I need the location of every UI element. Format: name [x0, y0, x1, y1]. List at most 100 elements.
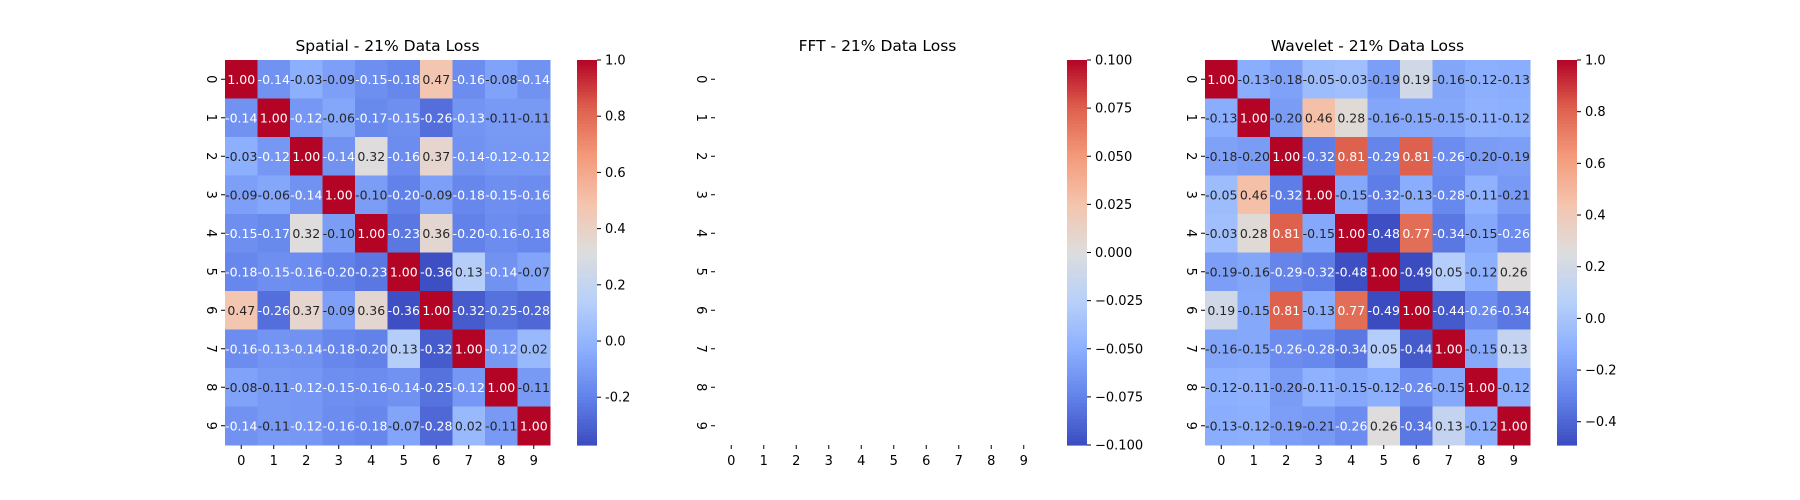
heatmap-cell — [322, 137, 356, 176]
cell-value-label: 0.05 — [1435, 264, 1463, 279]
colorbar-segment — [1557, 159, 1577, 164]
colorbar-segment — [1067, 384, 1087, 388]
heatmap-cell — [1465, 329, 1498, 369]
colorbar-segment — [1557, 281, 1577, 286]
cell-value-label: -0.11 — [258, 418, 290, 433]
heatmap-cell — [290, 214, 323, 253]
y-tick-label: 4 — [693, 229, 708, 237]
colorbar-segment — [577, 380, 597, 385]
colorbar-segment — [1067, 242, 1087, 247]
colorbar-segment — [577, 345, 597, 350]
y-tick-label: 6 — [203, 306, 218, 314]
y-tick-label: 4 — [1183, 229, 1198, 237]
cell-value-label: -0.13 — [1498, 72, 1530, 87]
colorbar-segment — [577, 400, 597, 404]
cell-value-label: 0.13 — [390, 341, 418, 356]
colorbar-segment — [1557, 156, 1577, 161]
colorbar-segment — [1557, 246, 1577, 250]
heatmap-cell — [322, 98, 356, 138]
heatmap-cell — [290, 60, 323, 99]
cell-value-label: -0.12 — [1465, 264, 1497, 279]
colorbar-segment — [577, 207, 597, 212]
cell-value-label: 0.02 — [520, 341, 548, 356]
colorbar-segment — [1067, 371, 1087, 376]
y-tick-label: 4 — [203, 229, 218, 237]
heatmap-cell — [1237, 368, 1271, 407]
colorbar-segment — [1557, 233, 1577, 238]
cell-value-label: 0.28 — [1240, 226, 1268, 241]
colorbar-segment — [577, 117, 597, 122]
heatmap-cell — [1335, 368, 1368, 407]
colorbar-segment — [1067, 143, 1087, 148]
cell-value-label: 0.13 — [1500, 341, 1528, 356]
cell-value-label: -0.23 — [355, 264, 387, 279]
cell-value-label: -0.12 — [518, 149, 550, 164]
heatmap-cell — [1335, 291, 1368, 330]
colorbar-segment — [1067, 223, 1087, 228]
cell-value-label: -0.34 — [1433, 226, 1465, 241]
colorbar-segment — [1557, 425, 1577, 430]
heatmap-cell — [420, 98, 453, 138]
colorbar-segment — [1557, 249, 1577, 254]
colorbar-segment — [577, 214, 597, 218]
cell-value-label: -0.09 — [323, 303, 355, 318]
colorbar-segment — [1557, 76, 1577, 80]
cell-value-label: 1.00 — [1435, 341, 1463, 356]
colorbar-segment — [1557, 345, 1577, 350]
heatmap-cell — [290, 252, 323, 292]
heatmap-cell — [1270, 137, 1303, 176]
heatmap-cell — [1432, 368, 1466, 407]
colorbar-segment — [1557, 284, 1577, 289]
heatmap-cell — [1465, 137, 1498, 176]
colorbar-segment — [1557, 274, 1577, 279]
colorbar-segment — [577, 230, 597, 234]
x-tick-label: 3 — [1315, 454, 1323, 469]
colorbar-segment — [1067, 66, 1087, 71]
cell-value-label: 0.81 — [1272, 226, 1300, 241]
colorbar-segment — [577, 98, 597, 103]
colorbar-tick-label: 0.050 — [1095, 150, 1132, 165]
colorbar-segment — [577, 329, 597, 334]
colorbar-segment — [1557, 396, 1577, 401]
colorbar-segment — [1067, 156, 1087, 161]
heatmap-cell — [1367, 329, 1401, 369]
heatmap-cell — [355, 329, 388, 369]
heatmap-cell — [1335, 98, 1368, 138]
heatmap-cell — [1270, 98, 1303, 138]
colorbar-segment — [577, 419, 597, 424]
cell-value-label: -0.13 — [1400, 187, 1432, 202]
heatmap-cell — [452, 98, 486, 138]
colorbar-tick-label: 0.075 — [1095, 102, 1132, 117]
colorbar-segment — [1557, 117, 1577, 122]
cell-value-label: -0.09 — [420, 187, 452, 202]
cell-value-label: 0.81 — [1337, 149, 1365, 164]
cell-value-label: 1.00 — [1500, 418, 1528, 433]
cell-value-label: 1.00 — [422, 303, 450, 318]
heatmap-cell — [1270, 406, 1303, 446]
colorbar-segment — [577, 364, 597, 369]
colorbar-segment — [1557, 307, 1577, 311]
colorbar-segment — [1557, 223, 1577, 228]
colorbar-segment — [1067, 380, 1087, 385]
heatmap-cell — [1302, 175, 1336, 215]
colorbar-segment — [577, 156, 597, 161]
heatmap-cell — [225, 406, 258, 446]
colorbar-segment — [1557, 435, 1577, 440]
colorbar-segment — [1067, 178, 1087, 183]
colorbar-segment — [577, 428, 597, 433]
cell-value-label: -0.26 — [1498, 226, 1530, 241]
colorbar-segment — [1067, 416, 1087, 420]
heatmap-cell — [1497, 98, 1531, 138]
heatmap-cell — [420, 368, 453, 407]
cell-value-label: -0.28 — [518, 303, 550, 318]
cell-value-label: 1.00 — [520, 418, 548, 433]
heatmap-cell — [1497, 406, 1531, 446]
heatmap-cell — [1205, 406, 1238, 446]
chart-title: FFT - 21% Data Loss — [799, 37, 957, 55]
colorbar-tick-label: 0.4 — [605, 222, 626, 237]
heatmap-cell — [420, 60, 453, 99]
colorbar-segment — [1067, 124, 1087, 128]
cell-value-label: -0.26 — [1465, 303, 1497, 318]
colorbar-segment — [1067, 140, 1087, 145]
colorbar-segment — [1067, 339, 1087, 343]
